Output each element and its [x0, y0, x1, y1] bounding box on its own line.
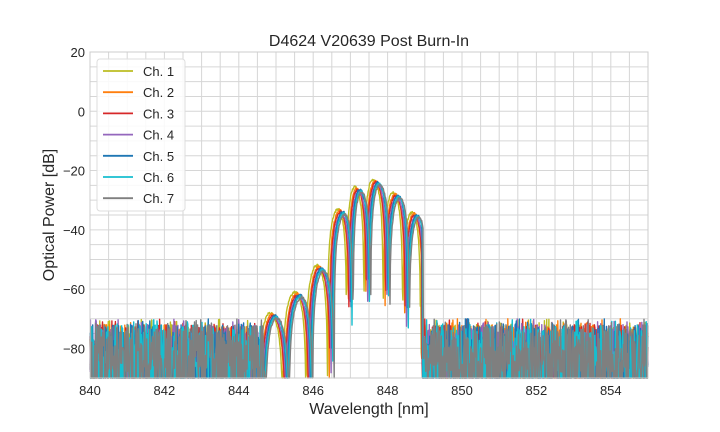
legend-label-ch-4: Ch. 4 [143, 128, 174, 143]
legend-label-ch-7: Ch. 7 [143, 191, 174, 206]
x-tick-label: 852 [526, 383, 548, 398]
legend: Ch. 1 Ch. 2 Ch. 3 Ch. 4 Ch. 5 Ch. 6 Ch. 7 [96, 58, 186, 212]
legend-box [96, 58, 186, 212]
x-tick-label: 846 [302, 383, 324, 398]
tick-labels: 840 842 844 846 848 850 852 854 20 0 −20 −40 −60 −80 [63, 45, 622, 398]
y-tick-label: −60 [63, 282, 85, 297]
legend-label-ch-5: Ch. 5 [143, 149, 174, 164]
legend-label-ch-2: Ch. 2 [143, 85, 174, 100]
y-tick-label: 20 [71, 45, 85, 60]
y-tick-label: −80 [63, 341, 85, 356]
x-tick-label: 850 [451, 383, 473, 398]
series-lines [89, 178, 649, 379]
x-axis-label: Wavelength [nm] [309, 401, 428, 418]
legend-label-ch-1: Ch. 1 [143, 64, 174, 79]
chart-title: D4624 V20639 Post Burn-In [269, 33, 469, 50]
legend-label-ch-3: Ch. 3 [143, 106, 174, 121]
y-axis-label: Optical Power [dB] [41, 149, 58, 282]
plot-frame [89, 51, 649, 379]
y-tick-label: 0 [78, 104, 85, 119]
x-tick-label: 854 [600, 383, 622, 398]
x-tick-label: 842 [154, 383, 176, 398]
x-tick-label: 840 [79, 383, 101, 398]
x-tick-label: 844 [228, 383, 250, 398]
y-tick-label: −20 [63, 164, 85, 179]
legend-label-ch-6: Ch. 6 [143, 170, 174, 185]
y-tick-label: −40 [63, 223, 85, 238]
series-line-ch-7 [89, 183, 649, 379]
x-tick-label: 848 [377, 383, 399, 398]
